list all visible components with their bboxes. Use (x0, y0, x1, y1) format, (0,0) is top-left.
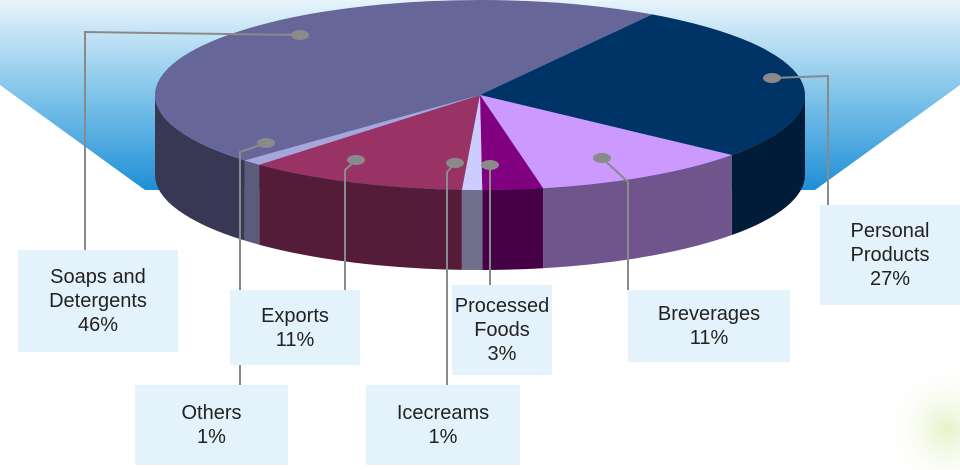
pie-slice (480, 14, 806, 156)
data-label: Breverages 11% (628, 290, 790, 362)
leader-dot (593, 153, 611, 163)
leader-line (601, 157, 629, 290)
pie-slice (461, 95, 483, 190)
pie-slice (480, 95, 732, 189)
data-label: Soaps and Detergents 46% (18, 250, 178, 352)
label-category: Breverages (657, 303, 761, 325)
label-category: Personal Products (850, 220, 930, 266)
label-value: 11% (275, 328, 315, 351)
leader-dot (763, 73, 781, 83)
pie-slice-side (461, 189, 483, 270)
leader-dot (446, 158, 464, 168)
data-label: Exports 11% (230, 290, 360, 365)
label-category: Processed Foods (454, 295, 550, 341)
pie-slice-side (731, 95, 805, 236)
data-label: Personal Products 27% (820, 205, 960, 305)
label-value: 11% (689, 327, 729, 349)
pie-slice (259, 95, 480, 190)
leader-dot (257, 138, 275, 148)
leader-dot (291, 30, 309, 40)
data-label: Others 1% (135, 385, 288, 465)
label-category: Soaps and Detergents (49, 266, 147, 312)
label-value: 1% (197, 426, 226, 448)
label-category: Exports (261, 304, 329, 327)
pie-slice (155, 0, 653, 161)
leader-dot (347, 155, 365, 165)
pie (155, 0, 806, 270)
data-label: Processed Foods 3% (452, 285, 552, 375)
data-label: Icecreams 1% (366, 385, 520, 465)
leader-dot (481, 160, 499, 170)
label-value: 3% (487, 343, 517, 365)
label-value: 27% (869, 268, 911, 290)
pie-slice-side (543, 155, 732, 269)
leader-line (84, 30, 301, 250)
pie-slice-side (244, 160, 260, 245)
pie-slice-side (155, 95, 245, 241)
pie-slice-side (259, 164, 462, 270)
label-category: Icecreams (396, 402, 490, 424)
label-value: 1% (428, 426, 458, 448)
pie-slice-side (482, 188, 544, 270)
pie-slice (244, 95, 480, 165)
label-value: 46% (77, 314, 119, 336)
label-category: Others (181, 402, 242, 424)
leader-line (771, 74, 829, 205)
